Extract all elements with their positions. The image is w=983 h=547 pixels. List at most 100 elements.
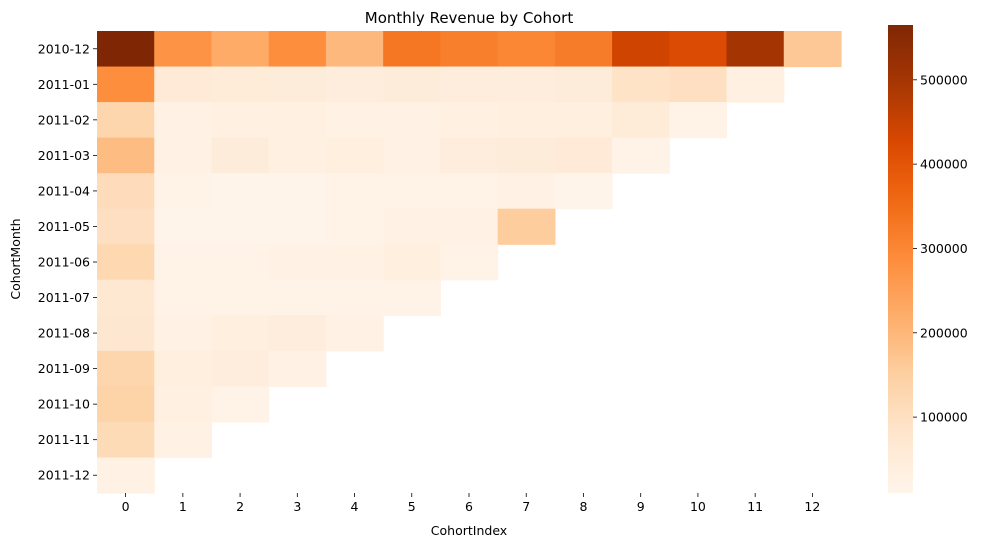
y-axis-label: CohortMonth xyxy=(8,218,23,299)
x-tick-label: 10 xyxy=(690,499,706,514)
colorbar-tick-label: 200000 xyxy=(920,325,968,340)
y-tick-label: 2011-01 xyxy=(38,77,90,92)
y-tick-label: 2011-07 xyxy=(38,290,90,305)
y-tick-label: 2011-03 xyxy=(38,148,90,163)
heatmap-cell xyxy=(383,208,441,245)
heatmap-cell xyxy=(97,208,155,245)
heatmap-cell xyxy=(97,315,155,352)
heatmap-cell xyxy=(268,66,327,103)
heatmap-cell xyxy=(669,31,728,68)
heatmap-cell xyxy=(325,66,384,103)
heatmap-cell xyxy=(554,173,613,210)
x-tick-labels: 0 1 2 3 4 5 6 7 8 9 10 11 12 xyxy=(122,493,820,514)
heatmap-cell xyxy=(440,208,499,245)
heatmap-cell xyxy=(211,279,270,316)
heatmap-cell xyxy=(669,102,728,139)
heatmap-cell xyxy=(211,244,270,281)
heatmap-cell xyxy=(383,244,441,281)
heatmap-cell xyxy=(383,137,441,174)
colorbar-tick-label: 300000 xyxy=(920,241,968,256)
heatmap-cell xyxy=(440,173,499,210)
heatmap-cell xyxy=(154,350,213,387)
heatmap-cell xyxy=(325,102,384,139)
heatmap-cell xyxy=(97,457,155,494)
heatmap-cell xyxy=(154,208,213,245)
heatmap-cell xyxy=(383,173,441,210)
heatmap-cell xyxy=(612,31,670,68)
heatmap-cell xyxy=(154,66,213,103)
y-tick-label: 2011-02 xyxy=(38,112,90,127)
heatmap-cell xyxy=(154,31,213,68)
heatmap-cell xyxy=(383,31,441,68)
heatmap-cell xyxy=(497,173,556,210)
heatmap-cell xyxy=(211,350,270,387)
x-tick-label: 5 xyxy=(408,499,416,514)
colorbar-tick-label: 400000 xyxy=(920,157,968,172)
heatmap-cell xyxy=(211,173,270,210)
heatmap-cell xyxy=(383,102,441,139)
heatmap-cell xyxy=(268,137,327,174)
heatmap-cell xyxy=(154,244,213,281)
heatmap-cell xyxy=(97,244,155,281)
heatmap-cell xyxy=(325,208,384,245)
y-tick-label: 2011-06 xyxy=(38,255,90,270)
x-tick-label: 0 xyxy=(122,499,130,514)
heatmap-cell xyxy=(268,315,327,352)
y-tick-label: 2011-11 xyxy=(38,432,90,447)
x-axis-label: CohortIndex xyxy=(431,523,507,538)
heatmap-cell xyxy=(554,31,613,68)
heatmap-cells xyxy=(97,31,842,494)
heatmap-cell xyxy=(726,66,785,103)
heatmap-cell xyxy=(325,173,384,210)
heatmap-cell xyxy=(268,173,327,210)
x-tick-label: 3 xyxy=(293,499,301,514)
x-tick-label: 12 xyxy=(804,499,820,514)
heatmap-cell xyxy=(612,102,670,139)
y-tick-label: 2010-12 xyxy=(38,41,90,56)
heatmap-cell xyxy=(325,31,384,68)
heatmap-cell xyxy=(325,279,384,316)
y-tick-label: 2011-12 xyxy=(38,468,90,483)
heatmap-cell xyxy=(268,279,327,316)
heatmap-cell xyxy=(268,350,327,387)
y-tick-label: 2011-09 xyxy=(38,361,90,376)
x-tick-label: 2 xyxy=(236,499,244,514)
heatmap-cell xyxy=(554,66,613,103)
heatmap-cell xyxy=(554,137,613,174)
heatmap-cell xyxy=(211,208,270,245)
heatmap-cell xyxy=(154,102,213,139)
heatmap-cell xyxy=(783,31,842,68)
x-tick-label: 7 xyxy=(522,499,530,514)
y-tick-label: 2011-10 xyxy=(38,397,90,412)
x-tick-label: 11 xyxy=(747,499,763,514)
heatmap-cell xyxy=(325,315,384,352)
heatmap-cell xyxy=(440,137,499,174)
y-tick-label: 2011-08 xyxy=(38,326,90,341)
heatmap-cell xyxy=(383,66,441,103)
x-tick-label: 8 xyxy=(579,499,587,514)
x-tick-label: 1 xyxy=(179,499,187,514)
heatmap-cell xyxy=(97,31,155,68)
x-tick-label: 6 xyxy=(465,499,473,514)
chart-title: Monthly Revenue by Cohort xyxy=(365,9,574,27)
heatmap-cell xyxy=(497,102,556,139)
heatmap-cell xyxy=(211,31,270,68)
heatmap-cell xyxy=(97,279,155,316)
heatmap-cell xyxy=(497,66,556,103)
heatmap-cell xyxy=(440,31,499,68)
heatmap-cell xyxy=(211,137,270,174)
y-tick-label: 2011-04 xyxy=(38,183,90,198)
heatmap-cell xyxy=(97,66,155,103)
heatmap-cell xyxy=(211,102,270,139)
heatmap-cell xyxy=(497,208,556,245)
x-tick-label: 4 xyxy=(351,499,359,514)
heatmap-cell xyxy=(440,244,499,281)
heatmap-cell xyxy=(497,31,556,68)
y-tick-label: 2011-05 xyxy=(38,219,90,234)
heatmap-cell xyxy=(440,102,499,139)
heatmap-cell xyxy=(211,66,270,103)
heatmap-cell xyxy=(669,66,728,103)
heatmap-cell xyxy=(211,386,270,423)
colorbar-tick-label: 100000 xyxy=(920,410,968,425)
